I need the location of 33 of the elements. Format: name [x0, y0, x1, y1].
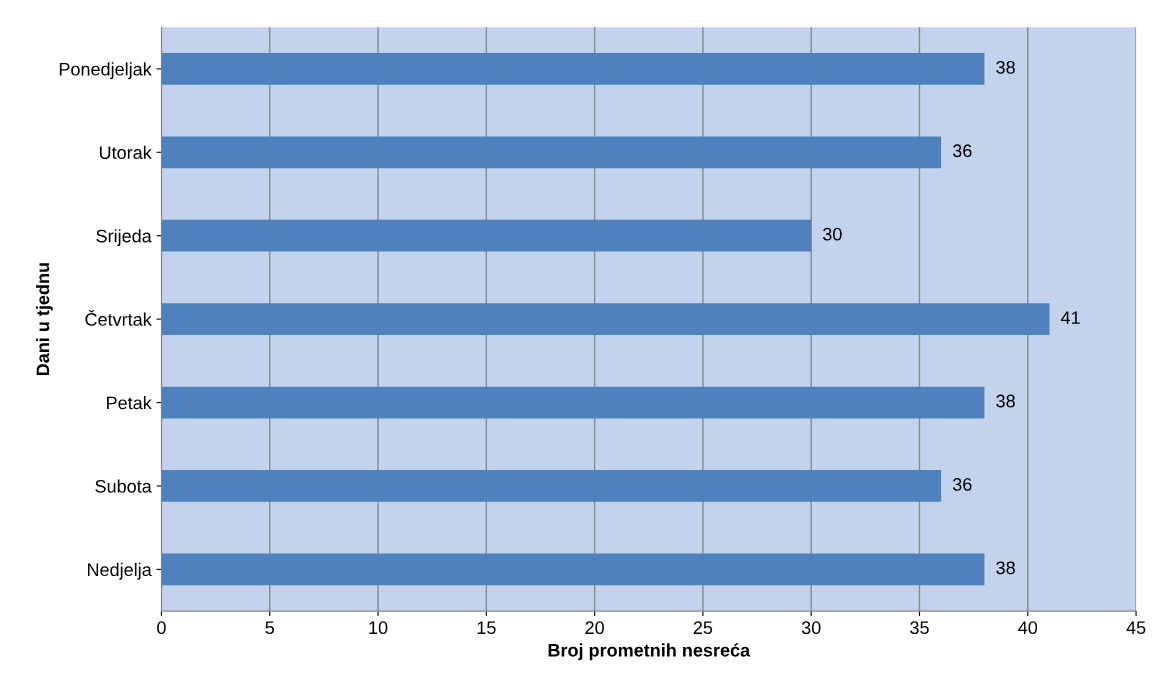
bar: [161, 553, 985, 586]
x-axis-title: Broj prometnih nesreća: [548, 643, 751, 661]
data-label: 36: [952, 478, 972, 491]
y-tick-label: Utorak: [99, 145, 152, 160]
data-label: 38: [996, 561, 1015, 575]
x-tick-label: 15: [477, 621, 496, 635]
x-tick-label: 35: [910, 621, 929, 635]
x-tick-label: 20: [585, 621, 604, 635]
x-tick-label: 40: [1018, 621, 1038, 635]
x-tick-label: 30: [801, 621, 821, 635]
y-axis-title: Dani u tjednu: [36, 263, 53, 376]
x-tick-label: 45: [1126, 621, 1146, 635]
y-tick-label: Subota: [95, 479, 152, 493]
x-tick-label: 0: [157, 621, 166, 635]
data-label: 36: [952, 144, 972, 158]
x-tick-label: 25: [693, 621, 713, 635]
bar: [161, 53, 985, 85]
bar: [161, 386, 985, 419]
bar: [161, 303, 1050, 335]
data-label: 41: [1060, 311, 1080, 324]
bar: [161, 219, 812, 252]
bar: [161, 136, 942, 169]
data-label: 30: [823, 227, 842, 241]
x-tick-label: 10: [369, 621, 388, 635]
y-tick-label: Četvrtak: [85, 309, 152, 326]
x-tick-label: 5: [265, 621, 275, 635]
y-tick-label: Petak: [107, 396, 152, 410]
data-label: 38: [996, 60, 1015, 74]
y-tick-label: Srijeda: [96, 229, 152, 246]
bar: [161, 470, 942, 502]
y-tick-label: Nedjelja: [87, 562, 152, 580]
data-label: 38: [996, 394, 1015, 408]
y-tick-label: Ponedjeljak: [59, 62, 152, 80]
